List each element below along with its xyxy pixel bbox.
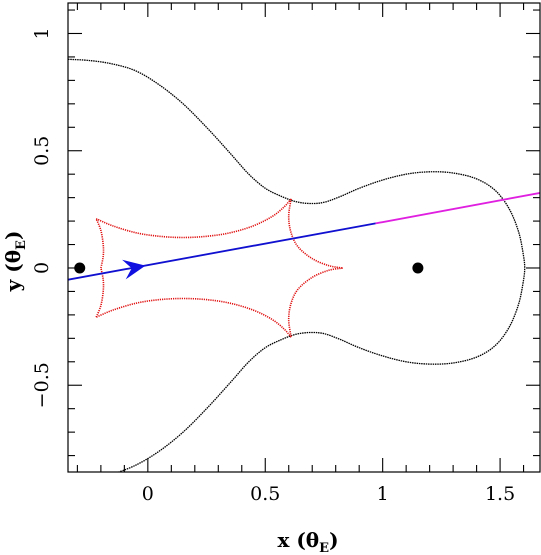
y-axis-label-main: y (θ (1, 250, 25, 292)
y-tick-label: 0.5 (31, 136, 53, 166)
y-tick-label: −0.5 (31, 362, 53, 408)
x-tick-label: 1.5 (485, 483, 515, 505)
x-axis-label-close: ) (329, 528, 338, 552)
source-trajectory-line (68, 222, 376, 281)
x-tick-label: 0.5 (250, 483, 280, 505)
x-tick-label: 0 (142, 483, 154, 505)
y-tick-label: 0 (31, 262, 53, 274)
x-axis-label-main: x (θ (277, 528, 319, 552)
source-direction-arrow (122, 259, 146, 280)
chart-marks (68, 58, 540, 472)
plot-frame (67, 2, 541, 473)
critical-curve-line (68, 58, 526, 472)
x-tick-label: 1 (377, 483, 389, 505)
y-axis-label-close: ) (1, 231, 25, 240)
y-axis-label-subscript: E (14, 240, 29, 250)
y-tick-label: 1 (31, 27, 53, 39)
x-axis-label: x (θE) (277, 528, 338, 555)
x-axis-label-subscript: E (319, 541, 329, 555)
y-axis-label: y (θE) (1, 231, 29, 293)
axis-ticks: 0 0.5 1 1.5 −0.5 0 0.5 1 (31, 3, 540, 505)
lens-mass-point-2 (412, 262, 424, 274)
source-trajectory-extension-line (375, 192, 540, 225)
caustic-line (95, 198, 343, 338)
